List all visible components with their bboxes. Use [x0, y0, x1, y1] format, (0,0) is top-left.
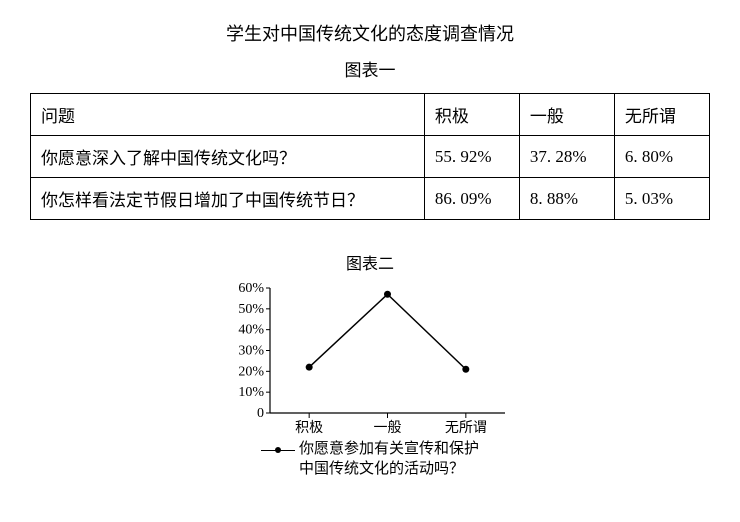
svg-text:20%: 20%: [238, 364, 264, 379]
col-header-indifferent: 无所谓: [614, 94, 709, 136]
table-header-row: 问题 积极 一般 无所谓: [31, 94, 710, 136]
svg-text:无所谓: 无所谓: [445, 420, 487, 436]
legend-text-line1: 你愿意参加有关宣传和保护: [299, 440, 479, 460]
survey-table: 问题 积极 一般 无所谓 你愿意深入了解中国传统文化吗？ 55. 92% 37.…: [30, 93, 710, 220]
table-row: 你怎样看法定节假日增加了中国传统节日？ 86. 09% 8. 88% 5. 03…: [31, 178, 710, 220]
cell-value: 55. 92%: [424, 136, 519, 178]
svg-text:一般: 一般: [374, 420, 402, 436]
cell-question: 你怎样看法定节假日增加了中国传统节日？: [31, 178, 425, 220]
svg-text:40%: 40%: [238, 323, 264, 338]
svg-text:10%: 10%: [238, 385, 264, 400]
cell-value: 6. 80%: [614, 136, 709, 178]
svg-text:30%: 30%: [238, 344, 264, 359]
col-header-question: 问题: [31, 94, 425, 136]
legend-marker-icon: [261, 444, 295, 456]
cell-value: 5. 03%: [614, 178, 709, 220]
chart-title: 图表二: [30, 250, 710, 274]
table-row: 你愿意深入了解中国传统文化吗？ 55. 92% 37. 28% 6. 80%: [31, 136, 710, 178]
svg-text:50%: 50%: [238, 302, 264, 317]
cell-value: 86. 09%: [424, 178, 519, 220]
svg-text:积极: 积极: [295, 420, 323, 436]
col-header-neutral: 一般: [519, 94, 614, 136]
cell-value: 37. 28%: [519, 136, 614, 178]
chart-legend: 你愿意参加有关宣传和保护 中国传统文化的活动吗？: [261, 440, 479, 479]
cell-question: 你愿意深入了解中国传统文化吗？: [31, 136, 425, 178]
cell-value: 8. 88%: [519, 178, 614, 220]
svg-text:0: 0: [257, 406, 264, 421]
chart-container: 图表二 0 10% 20% 30% 40% 50% 60% 积极 一般 无所谓 你愿意参加有关宣传…: [30, 250, 710, 479]
line-chart: 0 10% 20% 30% 40% 50% 60% 积极 一般 无所谓: [220, 278, 520, 438]
page-title: 学生对中国传统文化的态度调查情况: [30, 20, 710, 46]
svg-text:60%: 60%: [238, 281, 264, 296]
table-caption: 图表一: [30, 56, 710, 81]
legend-text-line2: 中国传统文化的活动吗？: [261, 460, 479, 480]
col-header-positive: 积极: [424, 94, 519, 136]
